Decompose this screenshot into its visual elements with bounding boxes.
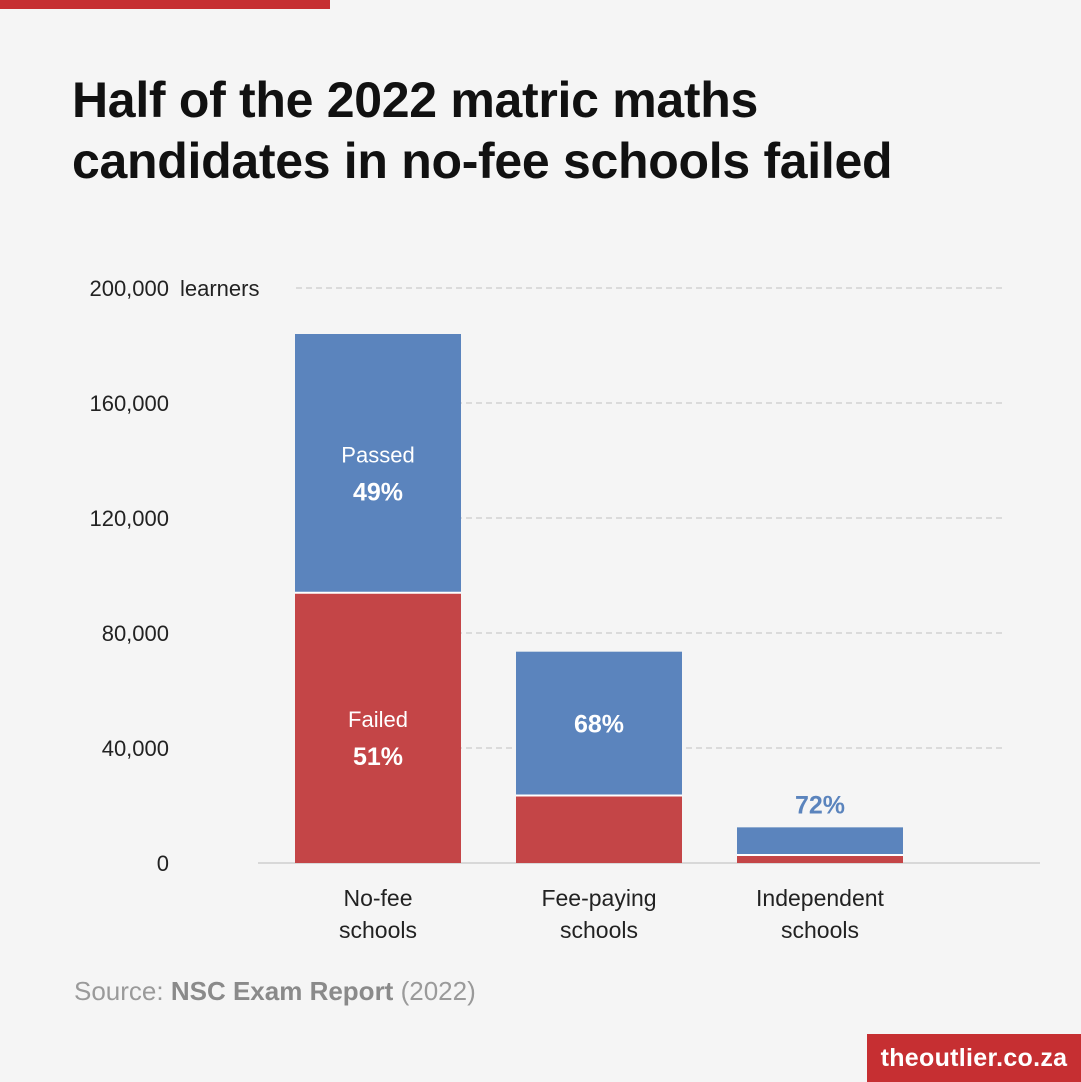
data-label-pct: 68% bbox=[574, 711, 624, 739]
bar-failed bbox=[737, 854, 903, 863]
x-tick-label: No-fee bbox=[343, 885, 412, 911]
brand-badge[interactable]: theoutlier.co.za bbox=[867, 1034, 1081, 1082]
data-label-name: Passed bbox=[341, 442, 414, 467]
y-tick-label: 80,000 bbox=[102, 621, 169, 646]
source-note: Source: NSC Exam Report (2022) bbox=[74, 976, 476, 1007]
x-tick-label: schools bbox=[781, 917, 859, 943]
data-label-name: Failed bbox=[348, 707, 408, 732]
chart-title: Half of the 2022 matric maths candidates… bbox=[72, 70, 1032, 192]
source-prefix: Source: bbox=[74, 976, 164, 1006]
bar-failed bbox=[516, 795, 682, 863]
y-axis-unit-label: learners bbox=[180, 276, 259, 301]
y-tick-label: 0 bbox=[157, 851, 169, 876]
x-tick-label: schools bbox=[339, 917, 417, 943]
bar-passed bbox=[737, 827, 903, 855]
y-tick-label: 40,000 bbox=[102, 736, 169, 761]
y-tick-label: 120,000 bbox=[89, 506, 169, 531]
top-accent-bar bbox=[0, 0, 330, 9]
title-line-2: candidates in no-fee schools failed bbox=[72, 133, 893, 189]
title-line-1: Half of the 2022 matric maths bbox=[72, 72, 758, 128]
x-tick-label: schools bbox=[560, 917, 638, 943]
data-label-pct: 49% bbox=[353, 478, 403, 506]
y-tick-label: 160,000 bbox=[89, 391, 169, 416]
data-label-pct: 72% bbox=[795, 791, 845, 819]
data-label-pct: 51% bbox=[353, 743, 403, 771]
x-tick-label: Fee-paying bbox=[541, 885, 656, 911]
source-year: (2022) bbox=[400, 976, 476, 1006]
x-tick-label: Independent bbox=[756, 885, 885, 911]
source-name: NSC Exam Report bbox=[170, 976, 394, 1006]
bar-passed bbox=[516, 651, 682, 796]
stacked-bar-chart: 0 40,000 80,000 120,000 160,000 200,000 learne… bbox=[89, 276, 1040, 943]
y-tick-label: 200,000 bbox=[89, 276, 169, 301]
bar-failed bbox=[295, 592, 461, 863]
bar-passed bbox=[295, 334, 461, 593]
